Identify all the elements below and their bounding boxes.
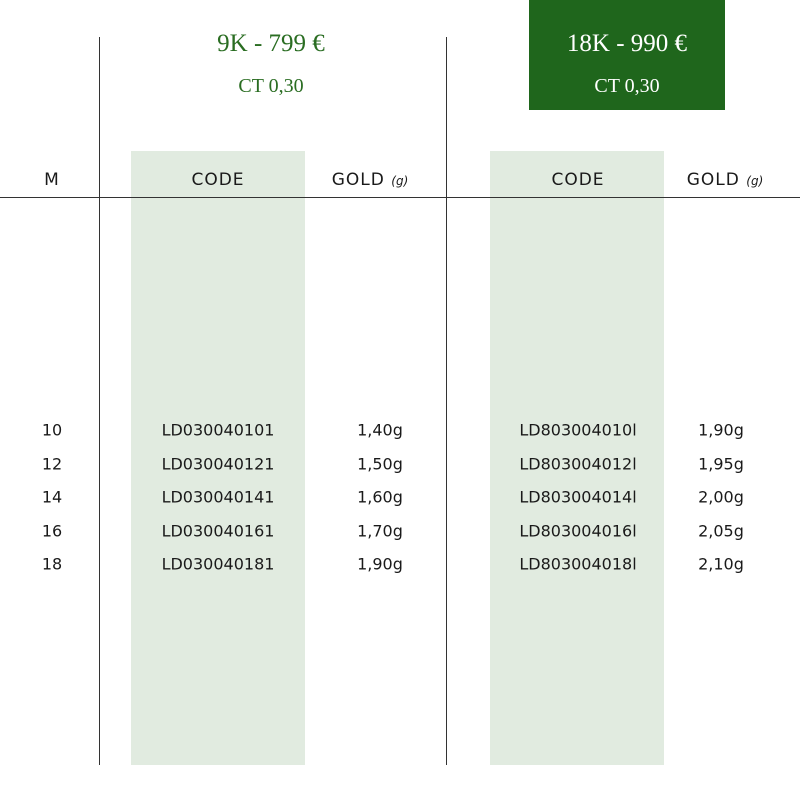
size-cell: 14 xyxy=(41,487,63,507)
code-column-shade xyxy=(131,151,305,765)
gold-cell: 1,90g xyxy=(698,420,744,440)
code-cell: LD030040101 xyxy=(161,420,275,440)
header-rule xyxy=(0,197,800,198)
code-cell: LD803004010l xyxy=(519,420,637,440)
gold-cell: 2,10g xyxy=(698,554,744,574)
code-column-shade xyxy=(490,151,664,765)
group-title: 18K - 990 € xyxy=(566,30,688,57)
code-header: CODE xyxy=(191,170,245,190)
divider xyxy=(99,37,100,765)
code-cell: LD803004012l xyxy=(519,454,637,473)
group-subtitle: CT 0,30 xyxy=(594,75,660,97)
gold-label: GOLD xyxy=(331,170,385,190)
code-cell: LD030040181 xyxy=(161,554,275,574)
divider xyxy=(446,37,447,765)
gold-cell: 2,00g xyxy=(698,487,744,507)
size-header: M xyxy=(44,170,60,190)
code-cell: LD030040161 xyxy=(161,521,275,540)
group-subtitle: CT 0,30 xyxy=(238,75,304,97)
code-cell: LD030040121 xyxy=(161,454,275,473)
gold-cell: 1,40g xyxy=(357,420,403,440)
gold-cell: 1,95g xyxy=(698,454,744,473)
gold-cell: 1,70g xyxy=(357,521,403,540)
gold-header: GOLD (g) xyxy=(332,170,409,190)
gold-cell: 1,50g xyxy=(357,454,403,473)
size-cell: 18 xyxy=(41,554,63,574)
group-title: 9K - 799 € xyxy=(217,30,325,57)
gold-unit: (g) xyxy=(746,174,764,188)
highlight-box xyxy=(529,0,725,110)
size-cell: 16 xyxy=(41,521,63,540)
gold-unit: (g) xyxy=(391,174,409,188)
gold-cell: 1,90g xyxy=(357,554,403,574)
gold-cell: 2,05g xyxy=(698,521,744,540)
code-header: CODE xyxy=(551,170,605,190)
code-cell: LD803004016l xyxy=(519,521,637,540)
gold-label: GOLD xyxy=(686,170,740,190)
size-cell: 10 xyxy=(41,420,63,440)
gold-cell: 1,60g xyxy=(357,487,403,507)
code-cell: LD803004018l xyxy=(519,554,637,574)
size-cell: 12 xyxy=(41,454,63,473)
gold-header: GOLD (g) xyxy=(687,170,764,190)
code-cell: LD803004014l xyxy=(519,487,637,507)
code-cell: LD030040141 xyxy=(161,487,275,507)
